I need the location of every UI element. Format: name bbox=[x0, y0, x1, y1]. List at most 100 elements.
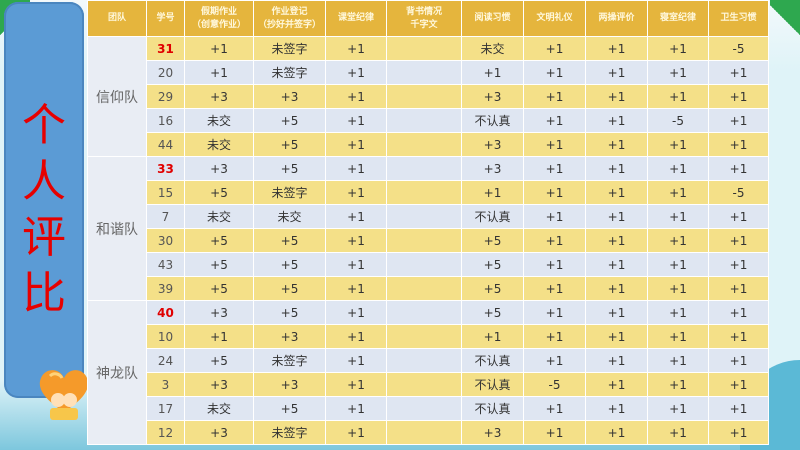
score-cell: +1 bbox=[647, 60, 709, 85]
score-cell: +1 bbox=[585, 252, 648, 277]
score-cell: +1 bbox=[461, 60, 524, 85]
student-id-cell: 7 bbox=[146, 204, 185, 229]
score-cell: +1 bbox=[585, 228, 648, 253]
score-cell: +1 bbox=[585, 108, 648, 133]
column-header: 文明礼仪 bbox=[523, 0, 586, 37]
student-id-cell: 40 bbox=[146, 300, 185, 325]
score-cell: +5 bbox=[253, 132, 326, 157]
score-cell: +1 bbox=[523, 396, 586, 421]
score-cell: +1 bbox=[585, 276, 648, 301]
title-char: 人 bbox=[22, 156, 66, 207]
score-cell: -5 bbox=[523, 372, 586, 397]
table-row: 30 +5 +5 +1 +5 +1 +1 +1 +1 bbox=[88, 228, 769, 253]
column-header: 卫生习惯 bbox=[708, 0, 769, 37]
score-table-container: 团队 学号 假期作业 （创意作业） 作业登记 （抄好并签字） 课堂纪律 背书情况 千字文 阅读习惯… bbox=[87, 0, 769, 450]
score-cell: +1 bbox=[184, 60, 254, 85]
title-char: 评 bbox=[22, 212, 66, 263]
table-header-row: 团队 学号 假期作业 （创意作业） 作业登记 （抄好并签字） 课堂纪律 背书情况 千字文 阅读习惯… bbox=[87, 0, 769, 37]
score-cell: -5 bbox=[708, 180, 769, 205]
student-id-cell: 31 bbox=[146, 36, 185, 61]
score-cell: 未交 bbox=[184, 108, 254, 133]
score-cell: +1 bbox=[585, 180, 648, 205]
student-id-cell: 30 bbox=[146, 228, 185, 253]
score-cell: 不认真 bbox=[461, 108, 524, 133]
score-cell: +1 bbox=[461, 180, 524, 205]
score-cell: 未交 bbox=[184, 132, 254, 157]
score-cell: 未签字 bbox=[253, 36, 326, 61]
table-row: 神龙队 40 +3 +5 +1 +5 +1 +1 +1 +1 bbox=[87, 300, 769, 445]
score-cell: +1 bbox=[708, 156, 769, 181]
score-cell: +1 bbox=[708, 108, 769, 133]
score-cell bbox=[386, 420, 462, 445]
column-header: 阅读习惯 bbox=[461, 0, 524, 37]
score-cell: +1 bbox=[647, 396, 709, 421]
score-cell bbox=[386, 300, 462, 325]
table-row: 24 +5 未签字 +1 不认真 +1 +1 +1 +1 bbox=[88, 348, 769, 373]
student-id-cell: 33 bbox=[146, 156, 185, 181]
score-cell bbox=[386, 108, 462, 133]
column-header: 假期作业 （创意作业） bbox=[184, 0, 254, 37]
column-header-line: 两操评价 bbox=[598, 13, 635, 23]
table-row: 7 未交 未交 +1 不认真 +1 +1 +1 +1 bbox=[88, 204, 769, 229]
score-cell: +3 bbox=[461, 420, 524, 445]
score-cell: +1 bbox=[523, 228, 586, 253]
score-cell: +5 bbox=[461, 252, 524, 277]
score-cell: +3 bbox=[184, 156, 254, 181]
score-cell: 未交 bbox=[253, 204, 326, 229]
score-cell: +1 bbox=[708, 300, 769, 325]
score-cell: +1 bbox=[325, 324, 387, 349]
score-cell: -5 bbox=[708, 36, 769, 61]
score-cell: +5 bbox=[461, 276, 524, 301]
title-char: 比 bbox=[22, 268, 66, 319]
score-cell: +1 bbox=[325, 132, 387, 157]
score-cell: +1 bbox=[523, 108, 586, 133]
student-id-cell: 12 bbox=[146, 420, 185, 445]
score-cell: +1 bbox=[708, 372, 769, 397]
score-cell bbox=[386, 156, 462, 181]
score-cell bbox=[386, 348, 462, 373]
score-cell: +5 bbox=[461, 300, 524, 325]
score-cell: +1 bbox=[585, 396, 648, 421]
student-id-cell: 10 bbox=[146, 324, 185, 349]
score-cell: +5 bbox=[253, 252, 326, 277]
student-id-cell: 44 bbox=[146, 132, 185, 157]
score-cell: +1 bbox=[647, 132, 709, 157]
table-row: 29 +3 +3 +1 +3 +1 +1 +1 +1 bbox=[88, 84, 769, 109]
team-name-cell: 神龙队 bbox=[87, 300, 147, 445]
score-cell: +3 bbox=[253, 324, 326, 349]
score-cell: +1 bbox=[523, 252, 586, 277]
score-cell: +1 bbox=[523, 276, 586, 301]
score-cell: +1 bbox=[708, 252, 769, 277]
team-name-cell: 和谐队 bbox=[87, 156, 147, 301]
score-cell: +5 bbox=[253, 300, 326, 325]
table-row: 信仰队 31 +1 未签字 +1 未交 +1 +1 +1 -5 bbox=[87, 36, 769, 157]
score-cell bbox=[386, 372, 462, 397]
score-cell: +5 bbox=[253, 228, 326, 253]
score-cell: +1 bbox=[523, 36, 586, 61]
student-id-cell: 15 bbox=[146, 180, 185, 205]
score-cell: +1 bbox=[647, 348, 709, 373]
score-cell bbox=[386, 180, 462, 205]
column-header-line: 学号 bbox=[156, 13, 175, 23]
score-cell: +1 bbox=[523, 60, 586, 85]
score-cell: +1 bbox=[325, 228, 387, 253]
column-header: 团队 bbox=[87, 0, 147, 37]
score-cell bbox=[386, 84, 462, 109]
score-cell bbox=[386, 276, 462, 301]
score-cell: +1 bbox=[585, 324, 648, 349]
score-cell: +1 bbox=[708, 60, 769, 85]
score-cell: +1 bbox=[647, 204, 709, 229]
score-cell: 未交 bbox=[184, 396, 254, 421]
score-cell: +1 bbox=[647, 324, 709, 349]
score-cell: 不认真 bbox=[461, 396, 524, 421]
score-cell: +1 bbox=[325, 372, 387, 397]
score-cell: +1 bbox=[585, 348, 648, 373]
score-cell: +1 bbox=[325, 276, 387, 301]
table-row: 10 +1 +3 +1 +1 +1 +1 +1 +1 bbox=[88, 324, 769, 349]
column-header-line: （创意作业） bbox=[191, 19, 246, 30]
student-id-cell: 43 bbox=[146, 252, 185, 277]
column-header-line: 课堂纪律 bbox=[337, 13, 374, 23]
score-cell: +1 bbox=[325, 420, 387, 445]
score-cell: +1 bbox=[708, 204, 769, 229]
score-cell: 不认真 bbox=[461, 204, 524, 229]
